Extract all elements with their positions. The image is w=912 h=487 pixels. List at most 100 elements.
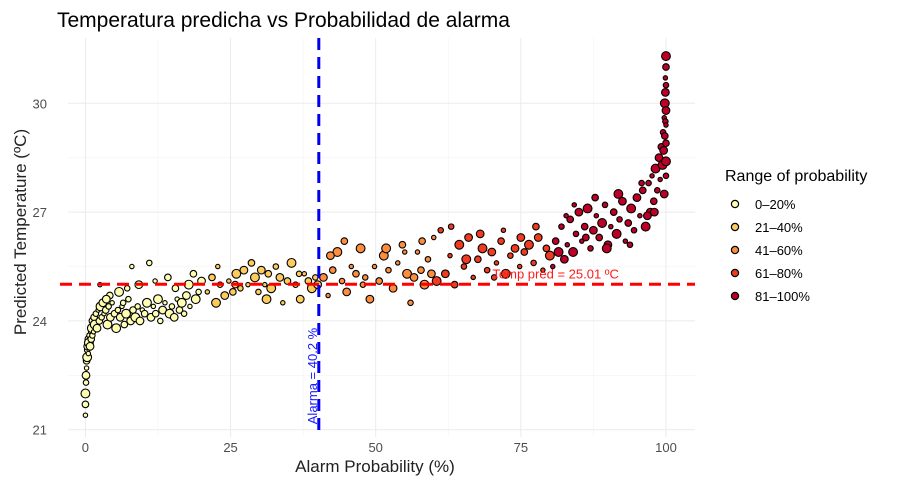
data-point: [597, 218, 608, 228]
data-point: [301, 271, 308, 277]
data-point: [601, 201, 609, 209]
data-point: [609, 208, 618, 216]
data-point: [190, 294, 201, 305]
data-point: [361, 274, 369, 281]
data-point: [208, 273, 216, 282]
data-point: [638, 186, 647, 195]
data-point: [119, 299, 127, 307]
data-point: [352, 269, 360, 278]
data-point: [109, 300, 115, 306]
data-point: [211, 297, 221, 308]
data-point: [613, 189, 624, 199]
data-point: [461, 254, 472, 265]
data-point: [660, 132, 669, 140]
legend-key: [730, 199, 740, 209]
data-point: [474, 255, 482, 264]
data-point: [558, 223, 565, 230]
x-axis-title: Alarm Probability (%): [295, 457, 455, 476]
data-point: [630, 226, 638, 234]
legend-label: 61–80%: [755, 266, 803, 281]
data-point: [564, 242, 571, 248]
legend-label: 41–60%: [755, 243, 803, 258]
data-point: [204, 289, 211, 295]
data-point: [249, 272, 260, 283]
data-point: [454, 239, 465, 250]
data-point: [157, 317, 164, 325]
data-point: [662, 75, 669, 81]
data-point: [637, 212, 643, 219]
data-point: [121, 308, 132, 319]
data-point: [460, 263, 468, 270]
data-point: [608, 223, 614, 230]
reference-lines: Temp pred = 25.01 ºC Alarma = 40.2 %: [60, 38, 695, 437]
data-point: [662, 63, 670, 71]
data-point: [145, 259, 153, 267]
data-point: [649, 173, 655, 179]
data-point: [319, 272, 328, 282]
data-point: [663, 122, 669, 128]
data-point: [626, 241, 634, 249]
data-point: [510, 243, 520, 253]
legend-label: 21–40%: [755, 220, 803, 235]
data-point: [348, 263, 355, 270]
legend-label: 81–100%: [755, 289, 810, 304]
data-point: [563, 212, 569, 219]
data-point: [500, 268, 511, 279]
data-point: [120, 320, 129, 329]
data-point: [418, 237, 426, 245]
data-point: [532, 222, 540, 231]
data-point: [516, 263, 523, 270]
data-point: [229, 288, 237, 296]
data-point: [152, 278, 158, 284]
data-point: [475, 229, 485, 239]
data-point: [626, 203, 637, 214]
data-point: [245, 281, 251, 288]
x-tick-label: 50: [368, 440, 382, 455]
legend-title: Range of probability: [725, 168, 867, 185]
data-point: [490, 274, 498, 281]
data-point: [162, 300, 168, 306]
data-point: [657, 176, 663, 183]
data-point: [530, 259, 537, 267]
data-point: [624, 219, 633, 227]
data-point: [553, 247, 564, 257]
data-point: [189, 269, 198, 278]
data-point: [85, 350, 92, 357]
data-point: [516, 233, 526, 242]
data-point: [638, 179, 645, 187]
y-tick-label: 24: [33, 314, 47, 329]
data-point: [500, 227, 507, 233]
data-point: [653, 187, 661, 194]
data-point: [171, 284, 180, 293]
data-point: [114, 286, 125, 297]
data-point: [618, 196, 627, 206]
data-point: [338, 277, 346, 285]
data-point: [661, 51, 671, 62]
y-axis-title: Predicted Temperature (ºC): [11, 129, 30, 335]
data-point: [264, 269, 273, 278]
data-point: [262, 281, 268, 288]
data-point: [424, 255, 432, 263]
data-point: [409, 272, 419, 282]
data-point: [280, 300, 286, 306]
data-point: [81, 370, 91, 380]
data-point: [275, 272, 285, 282]
data-point: [544, 250, 555, 261]
y-tick-label: 30: [33, 96, 47, 111]
data-point: [283, 277, 292, 285]
data-point: [582, 203, 593, 214]
legend: Range of probability 0–20% 21–40% 41–60% 61…: [725, 168, 867, 304]
data-point: [125, 295, 132, 303]
data-point: [168, 303, 176, 310]
data-point: [255, 288, 262, 296]
y-tick-label: 21: [33, 423, 47, 438]
x-tick-label: 25: [223, 440, 237, 455]
data-point: [595, 233, 604, 242]
data-point: [81, 400, 90, 409]
data-point: [226, 278, 232, 284]
data-point: [580, 222, 589, 231]
data-point: [477, 243, 488, 254]
data-point: [662, 81, 670, 89]
data-point: [622, 238, 629, 244]
data-point: [286, 257, 297, 268]
